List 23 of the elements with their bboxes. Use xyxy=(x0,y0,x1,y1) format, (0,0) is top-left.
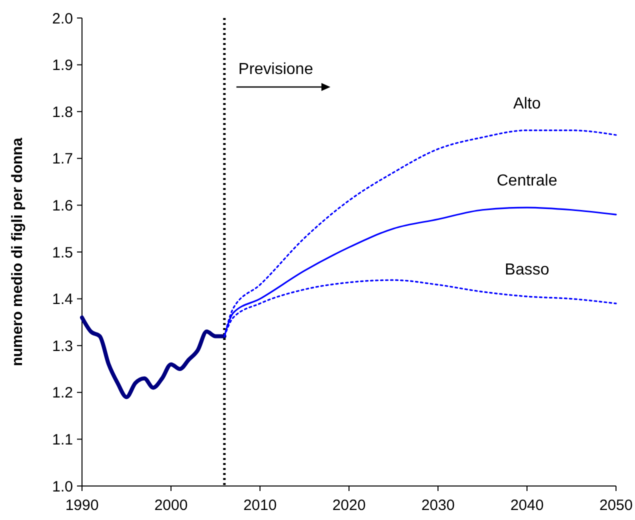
series-label: Centrale xyxy=(496,172,558,190)
y-tick-label: 1.9 xyxy=(52,57,73,74)
y-tick-label: 2.0 xyxy=(52,10,73,28)
y-tick-label: 1.0 xyxy=(52,478,73,496)
x-tick-label: 2000 xyxy=(154,497,188,514)
x-tick-label: 2040 xyxy=(510,497,544,514)
x-tick-label: 2030 xyxy=(421,497,455,514)
series-label: Alto xyxy=(513,95,541,112)
x-tick-label: 2050 xyxy=(599,497,633,514)
y-tick-label: 1.6 xyxy=(52,197,73,214)
y-tick-label: 1.7 xyxy=(52,150,73,168)
annotation: Previsione xyxy=(238,61,314,78)
series-label: Basso xyxy=(504,261,550,278)
y-tick-label: 1.1 xyxy=(52,431,73,448)
x-tick-label: 2020 xyxy=(332,497,366,514)
x-tick-label: 1990 xyxy=(65,497,99,514)
y-tick-label: 1.4 xyxy=(52,291,73,308)
y-tick-label: 1.3 xyxy=(52,338,73,355)
y-tick-label: 1.8 xyxy=(52,104,73,121)
y-tick-label: 1.5 xyxy=(52,244,73,262)
y-axis-title: numero medio di figli per donna xyxy=(9,137,26,366)
x-tick-label: 2010 xyxy=(243,497,277,514)
y-tick-label: 1.2 xyxy=(52,384,73,402)
